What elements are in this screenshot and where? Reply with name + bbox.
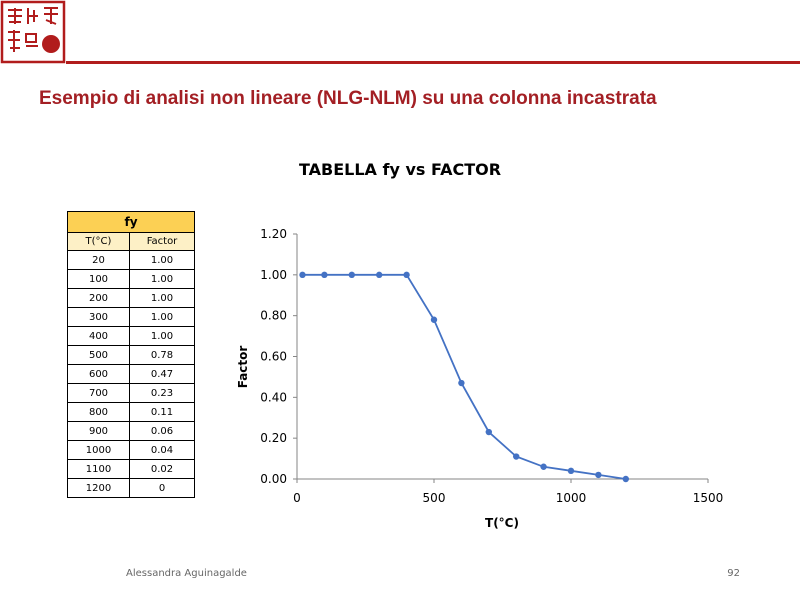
data-point [595,471,602,479]
table-row: 800 0.11 [67,402,195,422]
data-point [403,271,410,279]
table-row: 200 1.00 [67,288,195,308]
table-row: 1000 0.04 [67,440,195,460]
series-line [302,273,626,480]
data-point [458,379,465,387]
data-point [513,453,520,460]
data-point [622,475,629,483]
data-point [430,316,438,323]
table-row: 700 0.23 [67,383,195,403]
header-rule [66,61,800,64]
y-tick-label: 0.20 [260,431,287,445]
data-point [299,271,306,279]
column-header-factor: Factor [129,232,195,251]
data-point [540,463,547,470]
y-tick-label: 0.60 [260,350,287,364]
table-row: 100 1.00 [67,269,195,289]
y-tick-label: 1.20 [260,227,287,241]
y-tick-label: 0.00 [260,472,287,486]
y-tick-label: 1.00 [260,268,287,282]
data-point [376,271,383,279]
x-tick-label: 1500 [693,491,724,505]
table-row: 300 1.00 [67,307,195,327]
table-cell-factor: 0.11 [129,402,195,422]
table-row: 900 0.06 [67,421,195,441]
y-axis-label: Factor [236,346,250,389]
fy-table: fy T(°C) Factor 20 1.00 100 1.00 200 1.00 3… [67,211,195,498]
data-point [348,271,355,279]
y-tick-label: 0.80 [260,309,287,323]
data-point [485,428,492,436]
chart-title: TABELLA fy vs FACTOR [298,160,502,179]
data-point [567,467,575,475]
x-tick-label: 500 [423,491,446,505]
x-tick-label: 1000 [556,491,587,505]
data-point [321,271,328,279]
table-cell-factor: 1.00 [129,326,195,346]
logo-seal [0,0,66,64]
table-row: 1200 0 [67,478,195,498]
table-row: 400 1.00 [67,326,195,346]
footer-author: Alessandra Aguinagalde [126,568,247,579]
y-tick-label: 0.40 [260,390,287,404]
x-tick-label: 0 [293,491,301,505]
column-header-temperature: T(°C) [67,232,130,251]
table-row: 20 1.00 [67,250,195,270]
page-number: 92 [727,568,740,579]
table-cell-temperature: 1200 [67,478,130,498]
table-cell-factor: 0 [129,478,195,498]
x-axis-label: T(°C) [485,516,519,530]
slide-title: Esempio di analisi non lineare (NLG-NLM)… [39,88,657,109]
